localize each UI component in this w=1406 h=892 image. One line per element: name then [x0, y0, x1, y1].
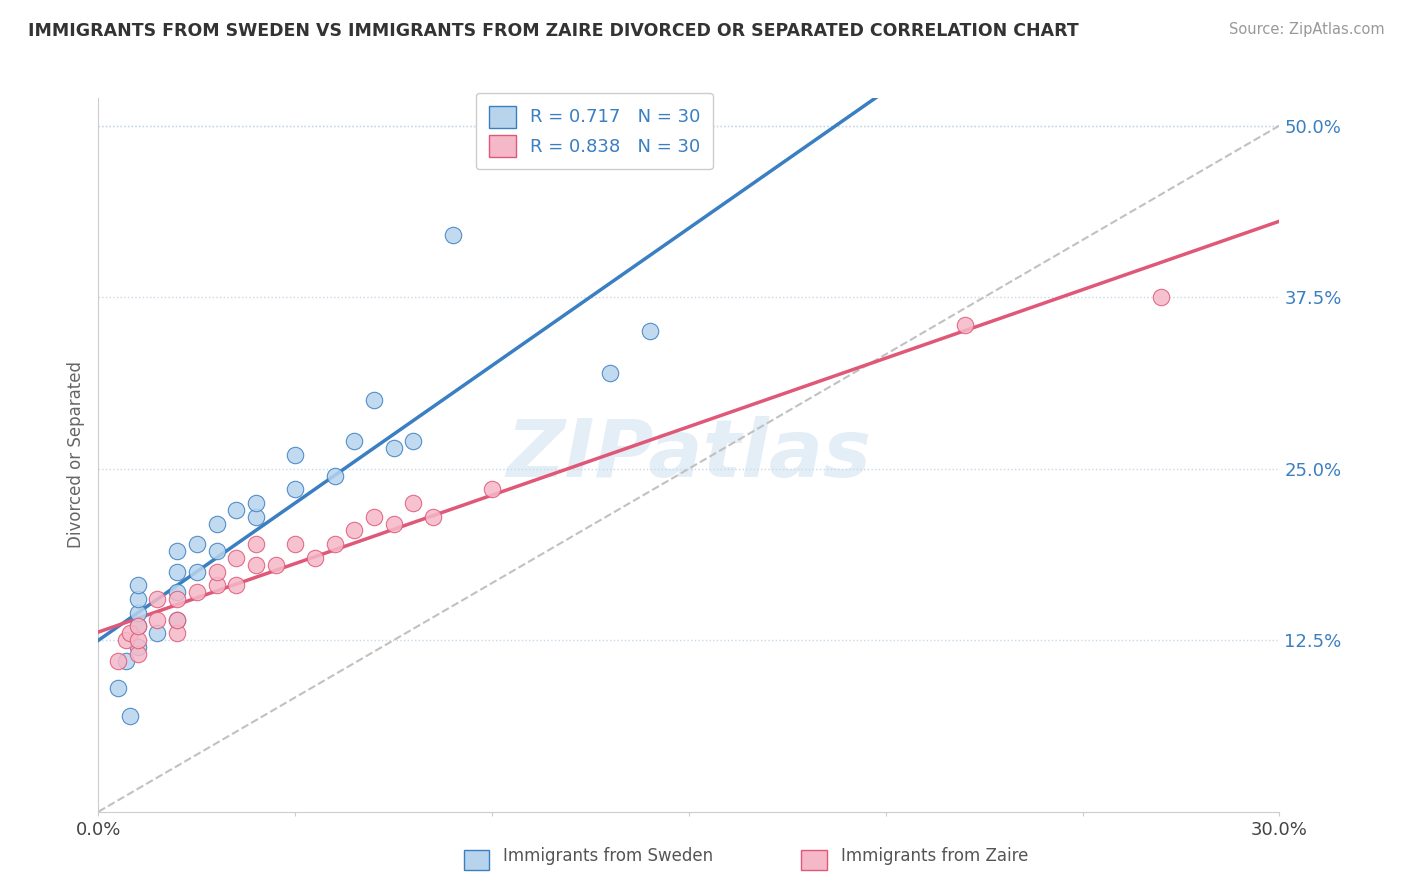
Point	[115, 654, 138, 668]
Text: Immigrants from Zaire: Immigrants from Zaire	[841, 847, 1028, 865]
Point	[441, 228, 464, 243]
Point	[599, 366, 621, 380]
Point	[186, 537, 208, 551]
Point	[363, 392, 385, 407]
Point	[382, 516, 405, 531]
Point	[343, 524, 366, 538]
Point	[118, 626, 141, 640]
Point	[166, 585, 188, 599]
Point	[166, 544, 188, 558]
Point	[382, 441, 405, 455]
Point	[127, 606, 149, 620]
Text: Immigrants from Sweden: Immigrants from Sweden	[503, 847, 713, 865]
Point	[284, 448, 307, 462]
Point	[166, 565, 188, 579]
Point	[107, 681, 129, 696]
Point	[363, 509, 385, 524]
Point	[323, 468, 346, 483]
Point	[205, 565, 228, 579]
Point	[115, 633, 138, 648]
Point	[245, 558, 267, 572]
Point	[638, 325, 661, 339]
Point	[166, 626, 188, 640]
Point	[127, 640, 149, 654]
Point	[186, 565, 208, 579]
Point	[118, 708, 141, 723]
Point	[225, 578, 247, 592]
Point	[284, 537, 307, 551]
Point	[205, 544, 228, 558]
Point	[402, 434, 425, 449]
Point	[422, 509, 444, 524]
Point	[343, 434, 366, 449]
Point	[225, 550, 247, 565]
Point	[127, 619, 149, 633]
Point	[205, 578, 228, 592]
Point	[166, 613, 188, 627]
Point	[1150, 290, 1173, 304]
Point	[402, 496, 425, 510]
Point	[225, 503, 247, 517]
Y-axis label: Divorced or Separated: Divorced or Separated	[66, 361, 84, 549]
Point	[186, 585, 208, 599]
Point	[264, 558, 287, 572]
Point	[107, 654, 129, 668]
Point	[127, 578, 149, 592]
Point	[304, 550, 326, 565]
Point	[245, 496, 267, 510]
Text: ZIPatlas: ZIPatlas	[506, 416, 872, 494]
Point	[245, 509, 267, 524]
Point	[127, 633, 149, 648]
Point	[953, 318, 976, 332]
Point	[146, 626, 169, 640]
Legend: R = 0.717   N = 30, R = 0.838   N = 30: R = 0.717 N = 30, R = 0.838 N = 30	[475, 93, 713, 169]
Point	[166, 592, 188, 607]
Point	[127, 592, 149, 607]
Point	[481, 482, 503, 496]
Point	[127, 647, 149, 661]
Point	[245, 537, 267, 551]
Point	[146, 592, 169, 607]
Point	[146, 613, 169, 627]
Point	[166, 613, 188, 627]
Text: IMMIGRANTS FROM SWEDEN VS IMMIGRANTS FROM ZAIRE DIVORCED OR SEPARATED CORRELATIO: IMMIGRANTS FROM SWEDEN VS IMMIGRANTS FRO…	[28, 22, 1078, 40]
Point	[284, 482, 307, 496]
Point	[323, 537, 346, 551]
Text: Source: ZipAtlas.com: Source: ZipAtlas.com	[1229, 22, 1385, 37]
Point	[205, 516, 228, 531]
Point	[127, 619, 149, 633]
